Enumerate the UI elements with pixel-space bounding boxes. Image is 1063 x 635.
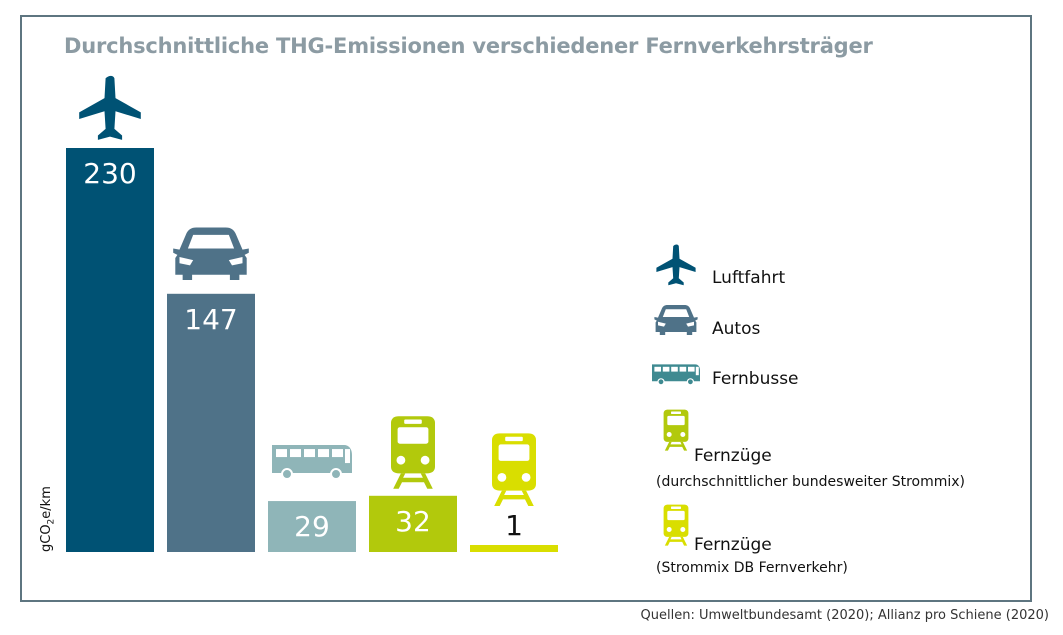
bar-1: [167, 293, 255, 552]
y-axis-label: gCO2e/km: [39, 486, 57, 552]
chart-frame: [20, 15, 1032, 602]
train-icon: [492, 433, 536, 506]
bar-value-label: 32: [395, 505, 431, 538]
legend-label: Fernbusse: [712, 369, 799, 389]
bar-0: [66, 148, 154, 552]
bus-icon: [652, 364, 700, 386]
train-icon: [391, 416, 435, 489]
legend-label: Luftfahrt: [712, 268, 786, 288]
bar-value-label: 29: [294, 510, 330, 543]
chart-title: Durchschnittliche THG-Emissionen verschi…: [64, 34, 873, 58]
train-icon: [663, 504, 689, 546]
bar-value-label: 147: [184, 303, 237, 336]
airplane-icon: [656, 244, 696, 286]
bar-4: [470, 545, 558, 552]
bar-value-label: 1: [505, 509, 523, 542]
source-note: Quellen: Umweltbundesamt (2020); Allianz…: [640, 608, 1049, 623]
bar-value-label: 230: [83, 157, 136, 190]
bar-3: [369, 495, 457, 552]
legend-label: Autos: [712, 319, 761, 339]
car-icon: [654, 305, 698, 335]
legend-sublabel: (durchschnittlicher bundesweiter Strommi…: [656, 474, 966, 490]
legend-sublabel: (Strommix DB Fernverkehr): [656, 560, 848, 576]
bar-2: [268, 501, 356, 552]
airplane-icon: [79, 75, 141, 140]
bus-icon: [272, 445, 352, 481]
train-icon: [663, 409, 689, 451]
car-icon: [173, 227, 249, 281]
legend-label: Fernzüge: [694, 535, 772, 555]
legend-label: Fernzüge: [694, 446, 772, 466]
